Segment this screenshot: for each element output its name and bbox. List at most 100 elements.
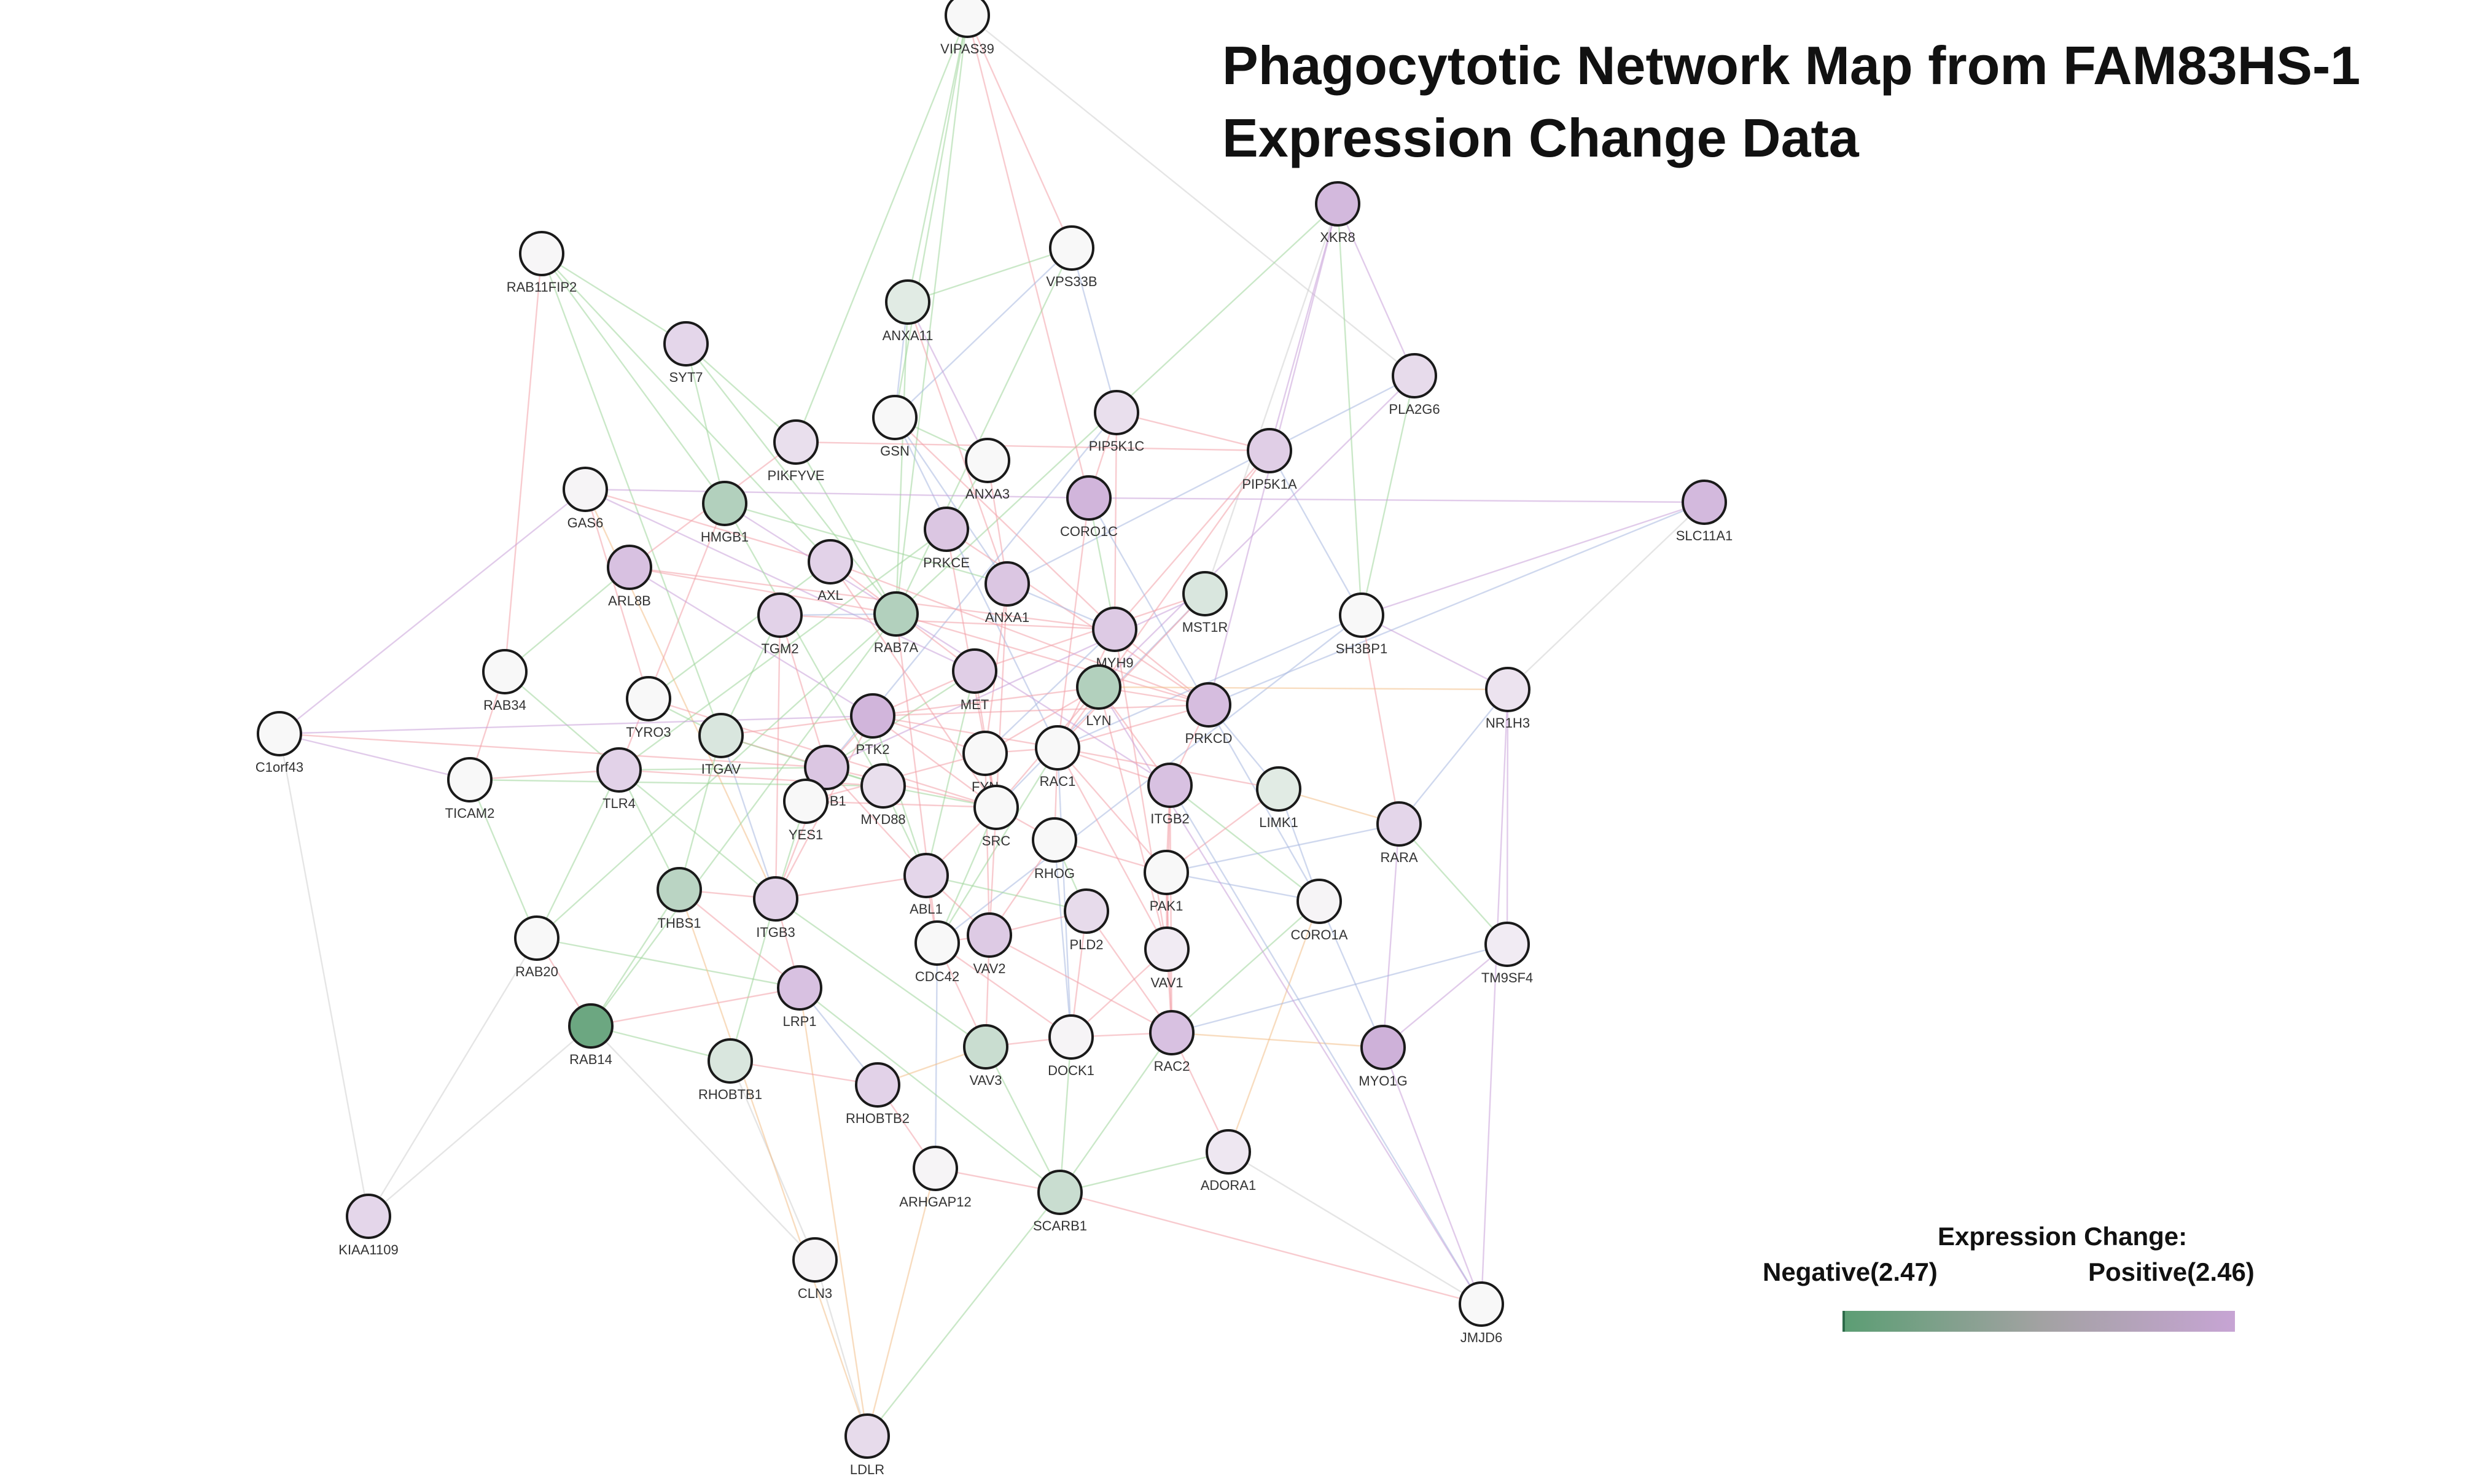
node-circle[interactable] (963, 1024, 1008, 1070)
node-prkcd[interactable]: PRKCD (1185, 682, 1233, 746)
node-circle[interactable] (985, 561, 1030, 607)
node-tyro3[interactable]: TYRO3 (626, 676, 671, 740)
node-circle[interactable] (777, 965, 822, 1011)
node-anxa1[interactable]: ANXA1 (985, 561, 1030, 625)
node-coro1c[interactable]: CORO1C (1060, 475, 1118, 539)
node-circle[interactable] (757, 592, 803, 638)
node-vav1[interactable]: VAV1 (1144, 927, 1190, 990)
node-circle[interactable] (607, 545, 652, 590)
node-rhog[interactable]: RHOG (1032, 817, 1077, 881)
node-pld2[interactable]: PLD2 (1064, 888, 1109, 952)
node-vps33b[interactable]: VPS33B (1046, 225, 1098, 289)
node-circle[interactable] (804, 745, 849, 790)
node-adora1[interactable]: ADORA1 (1201, 1129, 1256, 1193)
node-circle[interactable] (860, 763, 906, 809)
node-circle[interactable] (1247, 428, 1292, 473)
node-circle[interactable] (1049, 225, 1094, 271)
node-circle[interactable] (855, 1062, 900, 1108)
node-myh9[interactable]: MYH9 (1092, 607, 1137, 670)
node-circle[interactable] (1485, 667, 1530, 712)
node-rab14[interactable]: RAB14 (568, 1003, 614, 1067)
node-arl8b[interactable]: ARL8B (607, 545, 652, 608)
node-circle[interactable] (1182, 571, 1228, 616)
node-ldlr[interactable]: LDLR (844, 1413, 890, 1477)
node-circle[interactable] (663, 321, 709, 367)
node-coro1a[interactable]: CORO1A (1291, 879, 1348, 942)
node-myo1g[interactable]: MYO1G (1359, 1025, 1408, 1089)
node-ticam2[interactable]: TICAM2 (445, 757, 495, 821)
node-circle[interactable] (1376, 801, 1422, 847)
node-vipas39[interactable]: VIPAS39 (940, 0, 994, 56)
node-circle[interactable] (1149, 1010, 1195, 1055)
node-rab11fip2[interactable]: RAB11FIP2 (507, 231, 577, 295)
node-circle[interactable] (783, 779, 829, 824)
node-circle[interactable] (753, 876, 798, 922)
node-circle[interactable] (1037, 1170, 1083, 1215)
node-xkr8[interactable]: XKR8 (1315, 181, 1360, 245)
node-circle[interactable] (1035, 725, 1080, 771)
node-thbs1[interactable]: THBS1 (657, 867, 702, 931)
node-circle[interactable] (945, 0, 990, 38)
node-circle[interactable] (1459, 1281, 1504, 1327)
node-tlr4[interactable]: TLR4 (596, 747, 642, 811)
node-circle[interactable] (482, 649, 528, 694)
node-circle[interactable] (596, 747, 642, 793)
node-myd88[interactable]: MYD88 (860, 763, 906, 827)
node-circle[interactable] (1076, 664, 1121, 710)
node-circle[interactable] (924, 507, 969, 552)
node-rac2[interactable]: RAC2 (1149, 1010, 1195, 1074)
node-circle[interactable] (698, 713, 744, 758)
node-rac1[interactable]: RAC1 (1035, 725, 1080, 789)
node-abl1[interactable]: ABL1 (903, 853, 949, 917)
node-circle[interactable] (1144, 927, 1190, 972)
node-met[interactable]: MET (952, 648, 997, 712)
node-syt7[interactable]: SYT7 (663, 321, 709, 385)
node-circle[interactable] (1064, 888, 1109, 934)
node-circle[interactable] (973, 785, 1019, 830)
node-itgb3[interactable]: ITGB3 (753, 876, 798, 940)
node-circle[interactable] (1256, 766, 1301, 812)
node-circle[interactable] (873, 591, 919, 637)
node-circle[interactable] (962, 731, 1008, 776)
node-kiaa1109[interactable]: KIAA1109 (338, 1194, 399, 1257)
node-circle[interactable] (903, 853, 949, 898)
node-circle[interactable] (447, 757, 493, 802)
node-circle[interactable] (844, 1413, 890, 1459)
node-pip5k1a[interactable]: PIP5K1A (1242, 428, 1297, 492)
node-circle[interactable] (1094, 390, 1139, 435)
node-circle[interactable] (792, 1237, 838, 1283)
node-rhobtb1[interactable]: RHOBTB1 (698, 1038, 762, 1102)
node-circle[interactable] (657, 867, 702, 912)
node-limk1[interactable]: LIMK1 (1256, 766, 1301, 830)
node-scarb1[interactable]: SCARB1 (1033, 1170, 1087, 1233)
node-jmjd6[interactable]: JMJD6 (1459, 1281, 1504, 1345)
node-gsn[interactable]: GSN (872, 395, 918, 459)
node-lyn[interactable]: LYN (1076, 664, 1121, 728)
node-circle[interactable] (1484, 922, 1530, 967)
node-slc11a1[interactable]: SLC11A1 (1676, 480, 1733, 543)
node-sh3bp1[interactable]: SH3BP1 (1336, 592, 1387, 656)
node-yes1[interactable]: YES1 (783, 779, 829, 842)
node-circle[interactable] (1392, 353, 1437, 398)
node-circle[interactable] (1206, 1129, 1251, 1175)
node-circle[interactable] (885, 279, 930, 325)
node-src[interactable]: SRC (973, 785, 1019, 849)
node-circle[interactable] (702, 481, 747, 526)
node-itgav[interactable]: ITGAV (698, 713, 744, 777)
node-anxa3[interactable]: ANXA3 (965, 438, 1010, 502)
node-arhgap12[interactable]: ARHGAP12 (899, 1146, 972, 1210)
node-circle[interactable] (346, 1194, 391, 1239)
node-prkce[interactable]: PRKCE (923, 507, 970, 570)
node-itgb2[interactable]: ITGB2 (1147, 763, 1193, 826)
node-circle[interactable] (1147, 763, 1193, 808)
node-circle[interactable] (1186, 682, 1231, 728)
node-cln3[interactable]: CLN3 (792, 1237, 838, 1301)
node-circle[interactable] (872, 395, 918, 440)
node-pak1[interactable]: PAK1 (1144, 850, 1189, 914)
node-circle[interactable] (519, 231, 564, 276)
node-pla2g6[interactable]: PLA2G6 (1389, 353, 1440, 417)
node-vav2[interactable]: VAV2 (967, 912, 1012, 976)
node-rab7a[interactable]: RAB7A (873, 591, 919, 655)
node-rara[interactable]: RARA (1376, 801, 1422, 865)
node-circle[interactable] (914, 920, 960, 966)
